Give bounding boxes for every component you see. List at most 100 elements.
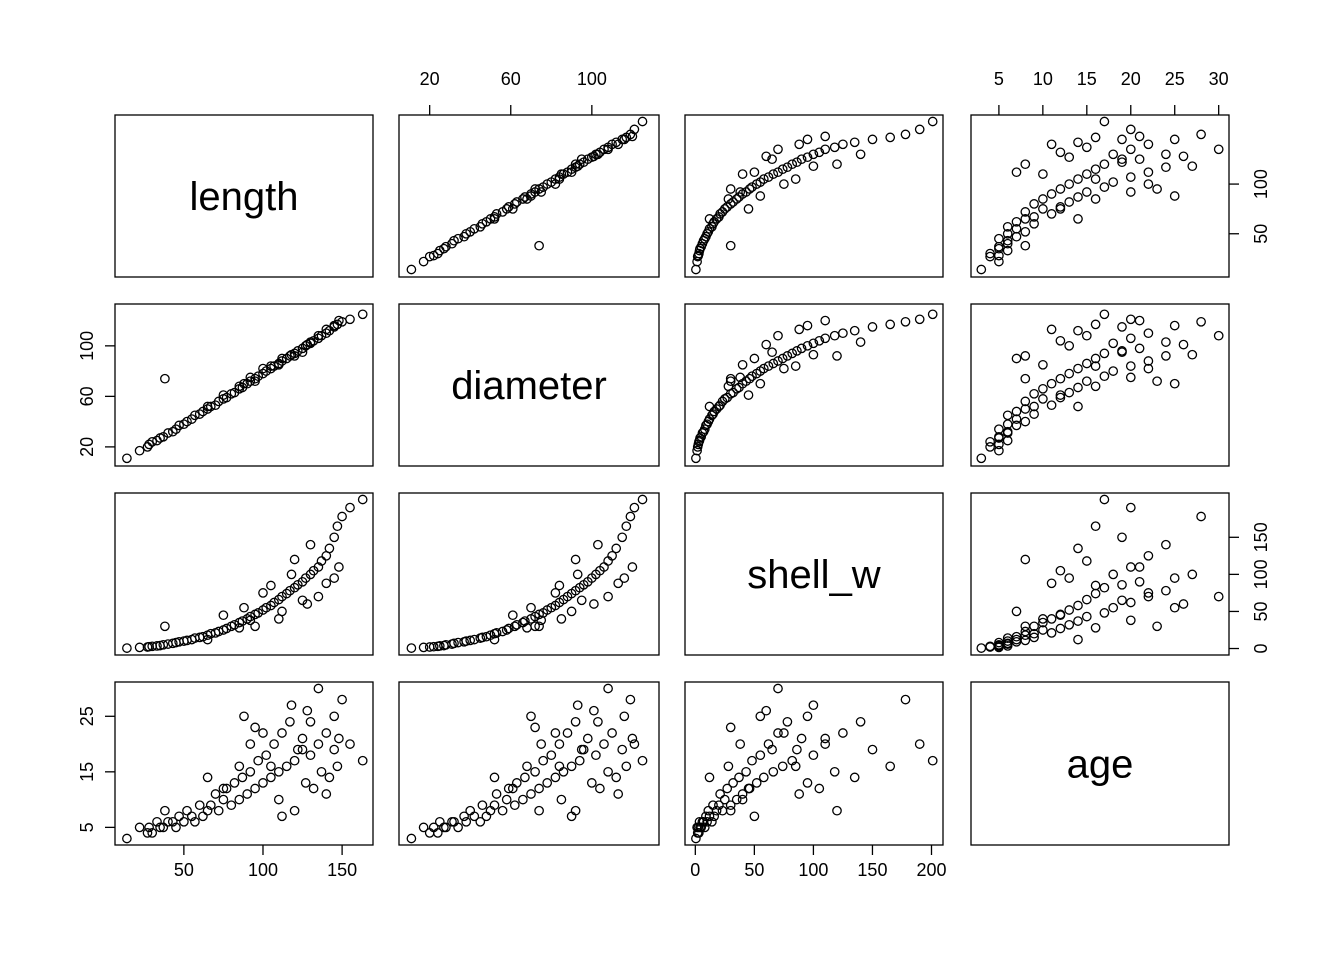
point-2-3-72 (1011, 606, 1022, 617)
point-3-1-52 (621, 761, 632, 772)
point-1-3-32 (1099, 371, 1110, 382)
point-2-3-53 (1196, 511, 1206, 522)
point-2-0-5 (152, 641, 162, 651)
point-1-0-0 (122, 453, 132, 464)
point-0-2-60 (761, 151, 772, 162)
point-3-1-58 (556, 794, 567, 805)
point-2-3-57 (1169, 602, 1180, 613)
point-3-2-4 (694, 828, 704, 838)
point-3-1-66 (507, 783, 518, 794)
point-3-2-29 (737, 789, 748, 799)
point-2-1-31 (534, 609, 544, 620)
point-0-2-58 (737, 169, 748, 179)
point-2-1-22 (497, 626, 508, 637)
point-0-3-27 (1038, 194, 1048, 204)
point-1-0-73 (266, 361, 276, 371)
point-3-2-33 (751, 778, 762, 788)
point-3-0-4 (147, 828, 158, 838)
point-3-2-68 (855, 716, 866, 727)
point-2-0-71 (297, 595, 308, 606)
point-3-0-26 (229, 778, 240, 788)
point-1-0-67 (202, 401, 213, 412)
tick-label-bottom-shell_w-100: 100 (798, 860, 828, 880)
point-0-3-21 (1046, 209, 1057, 219)
point-3-0-12 (174, 811, 184, 822)
point-2-1-3 (428, 641, 439, 652)
point-0-3-47 (1125, 144, 1136, 155)
point-2-3-74 (1125, 615, 1136, 626)
tick-label-right-length-100: 100 (1251, 169, 1271, 199)
point-3-1-22 (497, 805, 508, 816)
point-3-1-28 (520, 772, 530, 783)
point-1-2-71 (767, 347, 777, 358)
point-2-0-55 (357, 494, 368, 505)
point-0-3-5 (1002, 245, 1013, 256)
point-0-1-55 (637, 116, 648, 127)
point-3-0-24 (221, 783, 232, 794)
point-1-3-25 (1029, 388, 1039, 399)
point-2-1-70 (627, 562, 638, 572)
point-0-2-42 (792, 157, 802, 168)
point-1-2-11 (699, 424, 710, 435)
point-0-3-18 (1011, 216, 1022, 227)
point-3-2-52 (885, 761, 896, 772)
point-3-1-45 (591, 750, 601, 761)
panel-frame-2-2 (684, 492, 944, 656)
point-2-3-54 (1125, 502, 1136, 513)
point-3-1-21 (491, 789, 502, 799)
point-0-3-31 (1055, 184, 1066, 194)
point-3-2-70 (820, 733, 831, 744)
point-0-3-61 (1213, 144, 1224, 155)
point-1-3-50 (1073, 325, 1083, 336)
point-1-3-52 (1090, 319, 1101, 330)
point-3-1-35 (550, 772, 561, 783)
point-2-3-28 (1073, 616, 1083, 626)
point-2-0-42 (292, 579, 303, 590)
point-0-1-6 (439, 243, 449, 254)
point-2-0-59 (289, 554, 300, 565)
point-3-1-64 (550, 728, 561, 738)
point-3-0-21 (210, 789, 221, 799)
point-3-2-28 (734, 772, 744, 783)
point-2-1-62 (613, 578, 624, 589)
tick-label-top-age-20: 20 (1121, 69, 1141, 89)
point-3-2-57 (755, 711, 766, 722)
point-3-2-19 (711, 805, 722, 816)
point-3-0-34 (261, 750, 272, 761)
point-1-2-55 (927, 309, 938, 320)
point-3-1-65 (522, 761, 532, 772)
point-3-0-46 (308, 783, 319, 794)
point-0-3-59 (1020, 159, 1031, 170)
point-2-3-35 (1073, 600, 1083, 611)
point-1-3-62 (1046, 324, 1057, 335)
point-3-1-72 (566, 811, 577, 822)
point-1-2-72 (749, 353, 760, 364)
point-2-3-48 (1081, 556, 1092, 566)
tick-label-left-diameter-100: 100 (77, 331, 97, 361)
point-1-2-60 (761, 339, 772, 350)
point-1-3-57 (1169, 378, 1180, 389)
point-3-2-64 (779, 728, 789, 738)
point-3-0-47 (313, 739, 324, 749)
point-1-0-8 (160, 373, 170, 384)
point-0-1-62 (613, 139, 624, 150)
point-3-0-44 (300, 778, 311, 788)
point-2-1-25 (509, 621, 520, 632)
point-0-3-39 (1090, 164, 1101, 175)
point-0-1-73 (554, 174, 565, 184)
point-1-0-16 (190, 410, 200, 421)
point-3-2-15 (704, 811, 715, 822)
point-0-2-63 (808, 161, 819, 172)
point-0-3-19 (1020, 214, 1031, 224)
point-2-3-52 (1090, 521, 1101, 532)
point-2-3-62 (1046, 578, 1057, 589)
point-1-3-20 (1029, 401, 1039, 412)
point-1-2-43 (796, 343, 807, 354)
point-0-1-7 (441, 241, 451, 252)
point-2-3-49 (1143, 550, 1154, 561)
point-2-0-64 (258, 588, 268, 598)
tick-label-right-length-50: 50 (1251, 224, 1271, 244)
point-3-2-62 (794, 789, 805, 799)
point-0-3-55 (1099, 116, 1110, 127)
point-3-0-63 (286, 700, 297, 711)
